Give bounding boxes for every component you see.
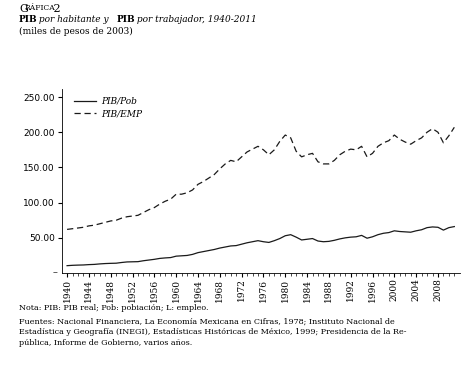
- PIB/Pob: [157, 256, 163, 261]
- PIB/EMP: [64, 227, 70, 232]
- PIB/EMP: [157, 202, 163, 206]
- Text: por trabajador, 1940-2011: por trabajador, 1940-2011: [134, 15, 256, 24]
- Text: G: G: [19, 4, 28, 14]
- Text: Fuentes: Nacional Financiera, La Economía Mexicana en Cifras, 1978; Instituto Na: Fuentes: Nacional Financiera, La Economí…: [19, 317, 395, 325]
- Text: 2: 2: [50, 4, 61, 14]
- Text: por habitante y: por habitante y: [36, 15, 111, 24]
- Legend: PIB/Pob, PIB/EMP: PIB/Pob, PIB/EMP: [70, 93, 146, 122]
- PIB/Pob: [64, 263, 70, 268]
- PIB/EMP: [326, 162, 332, 166]
- Text: RÁFICA: RÁFICA: [25, 4, 55, 12]
- Text: pública, Informe de Gobierno, varios años.: pública, Informe de Gobierno, varios año…: [19, 339, 192, 348]
- Text: PIB: PIB: [19, 15, 37, 24]
- Text: (miles de pesos de 2003): (miles de pesos de 2003): [19, 27, 133, 36]
- Text: –: –: [53, 269, 58, 277]
- PIB/Pob: [283, 234, 288, 238]
- PIB/EMP: [451, 125, 457, 130]
- PIB/Pob: [195, 251, 201, 255]
- PIB/Pob: [326, 239, 332, 244]
- PIB/EMP: [283, 133, 288, 137]
- PIB/EMP: [195, 182, 201, 187]
- PIB/Pob: [451, 224, 457, 229]
- PIB/EMP: [310, 151, 315, 156]
- Line: PIB/Pob: PIB/Pob: [67, 227, 454, 266]
- Text: Nota: PIB: PIB real; Pob: pobiación; L: empleo.: Nota: PIB: PIB real; Pob: pobiación; L: …: [19, 304, 209, 313]
- PIB/Pob: [119, 260, 125, 265]
- PIB/Pob: [310, 236, 315, 241]
- Text: PIB: PIB: [116, 15, 135, 24]
- Line: PIB/EMP: PIB/EMP: [67, 127, 454, 230]
- Text: Estadística y Geografía (INEGI), Estadísticas Históricas de México, 1999; Presid: Estadística y Geografía (INEGI), Estadís…: [19, 328, 407, 337]
- PIB/EMP: [119, 216, 125, 220]
